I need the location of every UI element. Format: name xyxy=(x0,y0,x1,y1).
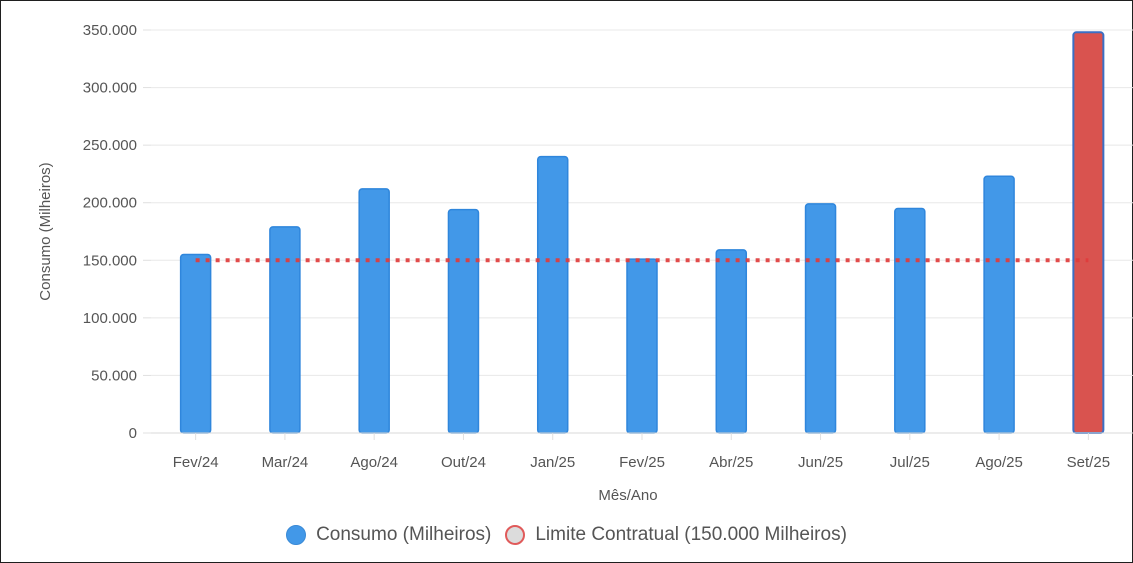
x-tick-label: Set/25 xyxy=(1067,454,1110,471)
bars xyxy=(179,31,1105,434)
bar-set-25[interactable] xyxy=(1072,31,1105,434)
x-tick-label: Ago/24 xyxy=(350,454,398,471)
chart: 0 50.000 100.000 150.000 200.000 250.000 300.0… xyxy=(37,22,1133,504)
legend-label-limite: Limite Contratual (150.000 Milheiros) xyxy=(535,524,847,545)
bar-ago-25[interactable] xyxy=(983,175,1015,434)
x-tick-label: Jan/25 xyxy=(530,454,575,471)
bar-fev-25[interactable] xyxy=(626,258,658,434)
x-tick-label: Out/24 xyxy=(441,454,486,471)
legend-swatch-limite xyxy=(505,525,526,545)
legend-item-limite[interactable]: Limite Contratual (150.000 Milheiros) xyxy=(505,524,847,546)
x-axis-ticks: Fev/24 Mar/24 Ago/24 Out/24 Jan/25 Fev/25 Abr/… xyxy=(173,433,1110,471)
y-tick-label: 250.000 xyxy=(83,137,137,154)
legend-item-consumo[interactable]: Consumo (Milheiros) xyxy=(286,524,491,546)
legend: Consumo (Milheiros) Limite Contratual (1… xyxy=(0,524,1133,546)
x-tick-label: Abr/25 xyxy=(709,454,753,471)
bar-jul-25[interactable] xyxy=(894,207,926,434)
x-tick-label: Jul/25 xyxy=(890,454,930,471)
y-tick-label: 0 xyxy=(129,425,137,442)
legend-swatch-consumo xyxy=(286,525,307,545)
x-tick-label: Fev/24 xyxy=(173,454,219,471)
y-tick-label: 150.000 xyxy=(83,252,137,269)
bar-fev-24[interactable] xyxy=(179,253,212,434)
x-axis-title: Mês/Ano xyxy=(598,487,657,504)
bar-mar-24[interactable] xyxy=(269,226,301,434)
y-axis-title: Consumo (Milheiros) xyxy=(37,162,54,300)
x-tick-label: Jun/25 xyxy=(798,454,843,471)
bar-abr-25[interactable] xyxy=(715,249,748,434)
y-tick-label: 300.000 xyxy=(83,80,137,97)
legend-label-consumo: Consumo (Milheiros) xyxy=(316,524,492,545)
bar-jan-25[interactable] xyxy=(536,155,569,434)
x-tick-label: Mar/24 xyxy=(262,454,309,471)
bar-out-24[interactable] xyxy=(447,208,480,434)
y-axis-ticks: 0 50.000 100.000 150.000 200.000 250.000 300.0… xyxy=(83,22,151,442)
y-tick-label: 350.000 xyxy=(83,22,137,39)
y-tick-label: 200.000 xyxy=(83,195,137,212)
y-tick-label: 50.000 xyxy=(91,367,137,384)
x-tick-label: Fev/25 xyxy=(619,454,665,471)
x-tick-label: Ago/25 xyxy=(975,454,1023,471)
bar-jun-25[interactable] xyxy=(804,203,837,434)
y-tick-label: 100.000 xyxy=(83,310,137,327)
bar-ago-24[interactable] xyxy=(358,188,390,434)
